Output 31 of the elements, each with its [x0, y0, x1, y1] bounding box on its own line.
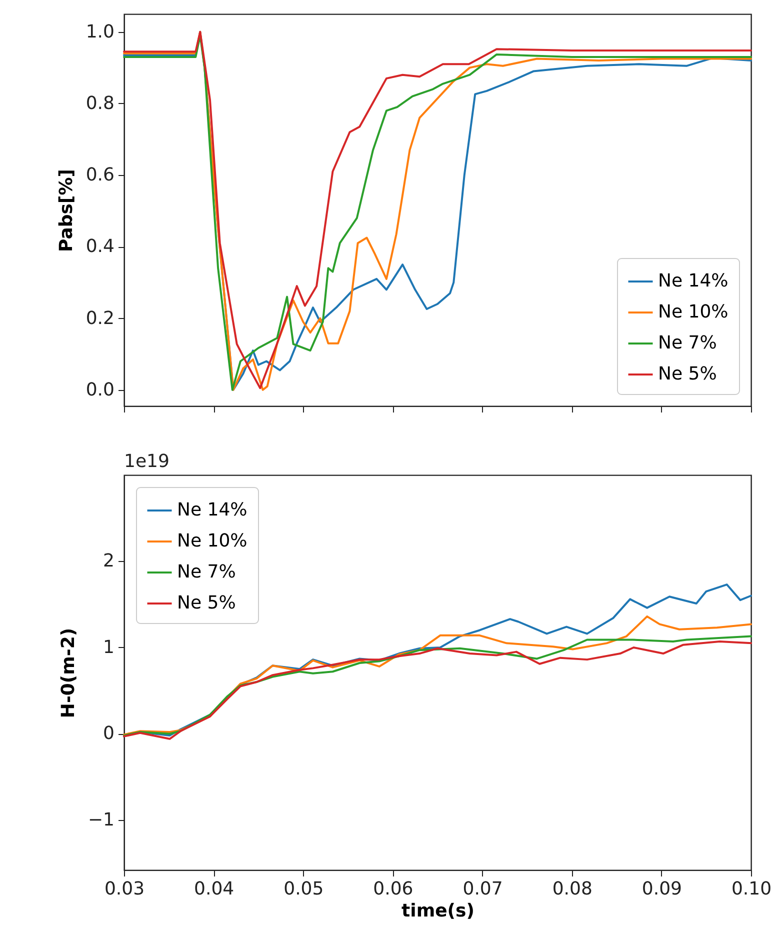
y-tick-label: 0.8 — [86, 93, 114, 114]
y-tick-label: 0.6 — [86, 164, 114, 186]
y-tick-label: 1.0 — [86, 21, 114, 42]
y-axis-title: H-0(m-2) — [58, 628, 79, 718]
y-tick-label: 0 — [103, 723, 114, 744]
x-tick-label: 0.05 — [284, 878, 324, 900]
legend-label: Ne 7% — [177, 562, 236, 582]
x-tick-label: 0.06 — [373, 878, 414, 900]
legend-label: Ne 14% — [177, 500, 248, 520]
legend-label: Ne 7% — [658, 332, 717, 354]
y-tick-label: −1 — [88, 809, 114, 830]
legend-label: Ne 5% — [658, 364, 717, 384]
line-series — [123, 615, 752, 736]
legend-label: Ne 14% — [658, 270, 728, 292]
y-tick-label: 2 — [103, 550, 114, 572]
x-tick-label: 0.07 — [462, 878, 503, 900]
x-tick-label: 0.09 — [642, 878, 682, 900]
legend-label: Ne 5% — [177, 592, 236, 614]
y-tick-label: 0.0 — [86, 379, 114, 400]
legend-label: Ne 10% — [177, 530, 248, 552]
legend-label: Ne 10% — [658, 302, 728, 322]
x-tick-label: 0.03 — [104, 878, 145, 900]
text: 1e19 — [124, 451, 170, 472]
y-tick-label: 0.4 — [86, 236, 114, 258]
x-axis-title: time(s) — [402, 900, 474, 922]
y-tick-label: 1 — [103, 636, 114, 658]
y-tick-label: 0.2 — [86, 308, 114, 329]
x-tick-label: 0.04 — [194, 878, 234, 900]
x-tick-label: 0.10 — [731, 878, 772, 900]
y-axis-title: Pabs[%] — [56, 169, 77, 252]
x-tick-label: 0.08 — [552, 878, 592, 900]
